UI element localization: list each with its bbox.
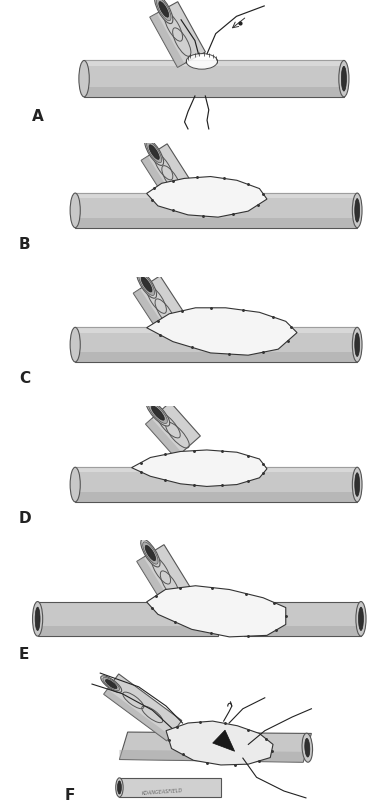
Ellipse shape	[358, 607, 363, 630]
Ellipse shape	[70, 328, 80, 363]
Polygon shape	[244, 626, 361, 636]
Ellipse shape	[143, 542, 158, 565]
Ellipse shape	[141, 277, 152, 293]
Polygon shape	[244, 602, 361, 636]
Ellipse shape	[70, 468, 80, 502]
Ellipse shape	[355, 200, 359, 223]
Ellipse shape	[101, 676, 122, 692]
Polygon shape	[146, 419, 182, 459]
Polygon shape	[104, 689, 171, 741]
Ellipse shape	[149, 146, 159, 160]
Ellipse shape	[341, 67, 346, 92]
Ellipse shape	[106, 680, 117, 689]
Text: E: E	[19, 646, 29, 662]
Polygon shape	[133, 277, 188, 337]
Ellipse shape	[355, 334, 359, 357]
Polygon shape	[137, 545, 194, 610]
Polygon shape	[141, 157, 174, 202]
Ellipse shape	[145, 545, 156, 561]
Polygon shape	[120, 778, 221, 797]
Text: D: D	[19, 511, 32, 525]
Ellipse shape	[35, 607, 40, 630]
Polygon shape	[75, 194, 357, 229]
Ellipse shape	[355, 473, 359, 496]
Polygon shape	[38, 626, 218, 636]
Ellipse shape	[70, 194, 80, 229]
Polygon shape	[141, 144, 194, 202]
Ellipse shape	[137, 271, 156, 299]
Ellipse shape	[305, 739, 310, 757]
Ellipse shape	[302, 733, 312, 762]
Text: A: A	[32, 109, 44, 124]
Polygon shape	[104, 674, 182, 741]
Polygon shape	[84, 62, 344, 98]
Polygon shape	[84, 62, 344, 67]
Polygon shape	[147, 586, 286, 637]
Polygon shape	[75, 219, 357, 229]
Ellipse shape	[339, 62, 349, 98]
Polygon shape	[75, 468, 357, 502]
Ellipse shape	[352, 194, 362, 229]
Ellipse shape	[352, 468, 362, 502]
Polygon shape	[137, 557, 174, 610]
Polygon shape	[84, 87, 344, 98]
Ellipse shape	[146, 401, 170, 427]
Polygon shape	[75, 353, 357, 363]
Ellipse shape	[145, 140, 164, 166]
Polygon shape	[147, 177, 267, 218]
Polygon shape	[150, 14, 185, 68]
Polygon shape	[213, 731, 235, 751]
Ellipse shape	[356, 602, 366, 636]
Polygon shape	[146, 403, 200, 459]
Ellipse shape	[118, 781, 121, 794]
Polygon shape	[75, 468, 357, 473]
Ellipse shape	[152, 407, 164, 421]
Polygon shape	[75, 328, 357, 333]
Text: F: F	[65, 787, 75, 802]
Polygon shape	[133, 290, 168, 337]
Polygon shape	[150, 2, 205, 68]
Ellipse shape	[139, 274, 155, 296]
Text: KDANGEASFIELD: KDANGEASFIELD	[141, 788, 183, 796]
Text: C: C	[19, 371, 30, 386]
Ellipse shape	[352, 328, 362, 363]
Polygon shape	[38, 602, 218, 636]
Ellipse shape	[186, 55, 217, 70]
Ellipse shape	[147, 142, 162, 164]
Polygon shape	[75, 194, 357, 199]
Ellipse shape	[156, 0, 171, 22]
Polygon shape	[147, 309, 297, 356]
Text: B: B	[19, 237, 30, 252]
Polygon shape	[166, 721, 273, 765]
Ellipse shape	[116, 778, 123, 797]
Polygon shape	[75, 492, 357, 502]
Polygon shape	[120, 750, 303, 762]
Polygon shape	[75, 328, 357, 363]
Ellipse shape	[79, 62, 89, 98]
Ellipse shape	[159, 2, 169, 18]
Ellipse shape	[32, 602, 43, 636]
Polygon shape	[120, 732, 311, 762]
Ellipse shape	[155, 0, 173, 25]
Ellipse shape	[141, 540, 160, 567]
Polygon shape	[132, 451, 267, 487]
Ellipse shape	[103, 678, 120, 691]
Ellipse shape	[149, 403, 167, 424]
